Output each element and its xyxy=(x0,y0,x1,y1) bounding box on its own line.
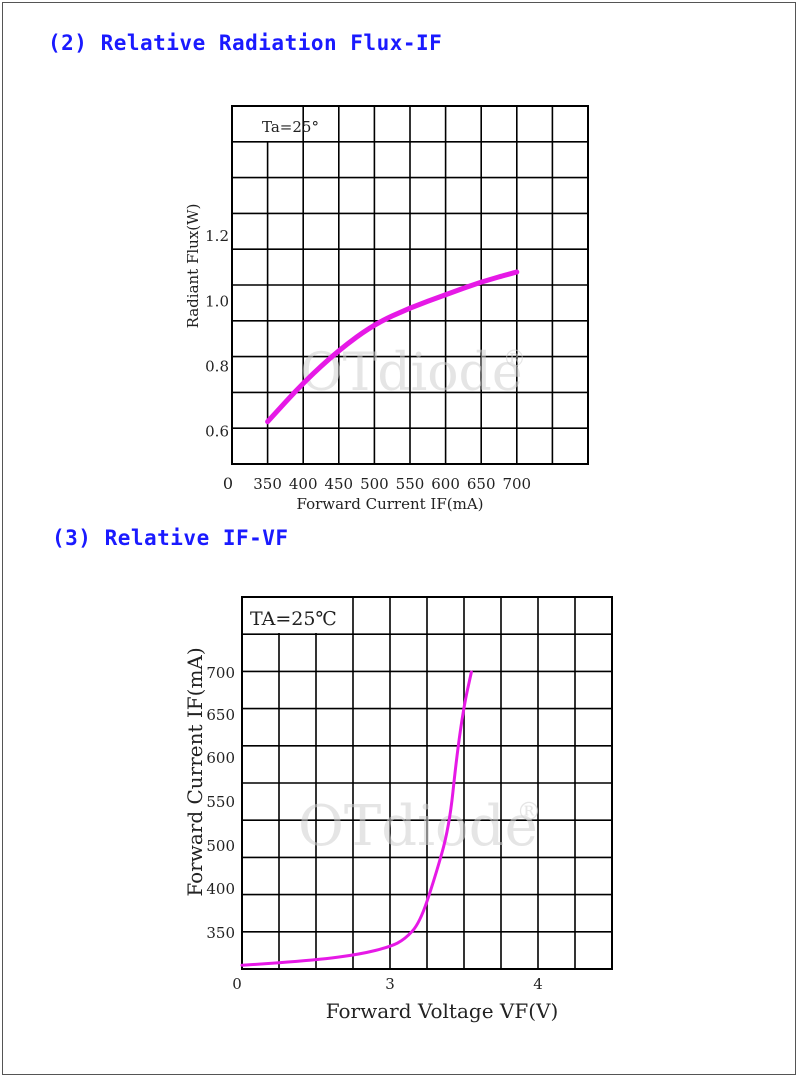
y-tick-label: 650 xyxy=(206,706,235,724)
origin-label: 0 xyxy=(223,474,233,493)
y-tick-label: 0.8 xyxy=(205,357,229,375)
y-tick-label: 600 xyxy=(206,749,235,767)
watermark-registered-mark: ® xyxy=(516,797,541,826)
watermark-registered-mark: ® xyxy=(503,345,526,373)
x-tick-label: 550 xyxy=(396,475,425,493)
chart-radiant-flux: Ta=25°OTdiode®350 400 450 500 550 600 650 7000.… xyxy=(184,105,589,513)
x-tick-label: 0 xyxy=(232,975,242,993)
y-tick-label: 700 xyxy=(206,664,235,682)
x-tick-label: 4 xyxy=(533,975,543,993)
y-tick-label: 1.2 xyxy=(205,227,229,245)
y-axis-label: Forward Current IF(mA) xyxy=(183,647,207,896)
annotation-ta: TA=25℃ xyxy=(250,608,337,630)
x-axis-label: Forward Current IF(mA) xyxy=(296,495,483,513)
y-axis-label: Radiant Flux(W) xyxy=(184,204,202,329)
y-tick-label: 1.0 xyxy=(205,292,229,310)
x-tick-label: 650 xyxy=(467,475,496,493)
x-tick-label: 3 xyxy=(385,975,395,993)
x-tick-label: 600 xyxy=(431,475,460,493)
annotation-ta: Ta=25° xyxy=(262,118,319,136)
section-title-flux: (2) Relative Radiation Flux-IF xyxy=(48,31,443,55)
series-line-ifvf xyxy=(240,670,473,967)
series-line-flux xyxy=(265,269,520,425)
y-tick-label: 500 xyxy=(206,837,235,855)
y-tick-label: 350 xyxy=(206,924,235,942)
annotation-bg xyxy=(233,107,302,141)
annotation-bg xyxy=(243,598,351,633)
x-tick-label: 350 xyxy=(253,475,282,493)
x-tick-label: 500 xyxy=(360,475,389,493)
y-tick-label: 550 xyxy=(206,793,235,811)
x-tick-label: 700 xyxy=(502,475,531,493)
y-tick-label: 0.6 xyxy=(205,422,229,440)
section-title-if-vf: (3) Relative IF-VF xyxy=(52,526,289,550)
y-tick-label: 400 xyxy=(206,880,235,898)
x-tick-label: 400 xyxy=(289,475,318,493)
x-tick-label: 450 xyxy=(324,475,353,493)
x-axis-label: Forward Voltage VF(V) xyxy=(326,999,559,1023)
watermark-text: OTdiode xyxy=(298,794,538,859)
